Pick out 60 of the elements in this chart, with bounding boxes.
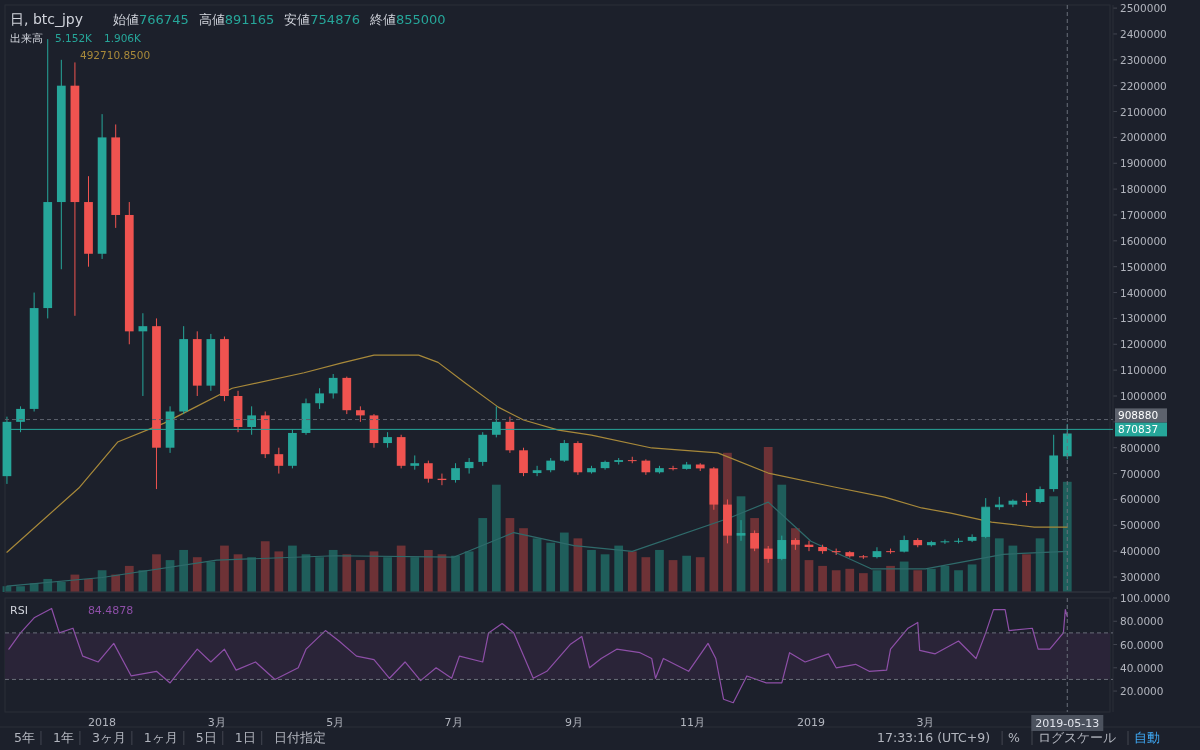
y-tick-label: 400000 <box>1120 545 1161 558</box>
y-tick-label: 600000 <box>1120 493 1161 506</box>
text: % <box>1008 730 1021 745</box>
text: 1ヶ月 <box>143 730 178 745</box>
y-tick-label: 2500000 <box>1120 2 1167 15</box>
y-tick-label: 1200000 <box>1120 338 1167 351</box>
y-tick-label: 60.0000 <box>1120 638 1164 651</box>
y-tick-label: 300000 <box>1120 571 1161 583</box>
y-tick-label: 1900000 <box>1120 157 1167 170</box>
y-tick-label: 2300000 <box>1120 53 1167 66</box>
y-tick-label: 1600000 <box>1120 234 1167 247</box>
ref-line-label: 870837 <box>1118 423 1159 436</box>
annotation: 84.4878 <box>87 604 134 617</box>
annotation: 終値855000 <box>368 12 446 27</box>
y-tick-label: 2000000 <box>1120 131 1167 144</box>
text: 1日 <box>234 730 256 745</box>
y-tick-label: 1800000 <box>1120 183 1167 196</box>
annotation: 安値754876 <box>284 12 360 27</box>
y-tick-label: 1300000 <box>1120 312 1167 325</box>
annotation: 高値891165 <box>198 12 275 27</box>
text: 1年 <box>52 730 74 745</box>
y-tick-label: 1700000 <box>1120 208 1167 221</box>
y-tick-label: 2400000 <box>1120 27 1167 40</box>
text: 自動 <box>1134 730 1160 745</box>
y-tick-label: 40.0000 <box>1120 661 1164 674</box>
y-tick-label: 1400000 <box>1120 286 1167 299</box>
x-tick-label: 3月 <box>207 716 226 729</box>
y-tick-label: 700000 <box>1120 467 1161 480</box>
y-tick-label: 1100000 <box>1120 364 1167 377</box>
text: ログスケール <box>1038 730 1116 745</box>
y-tick-label: 20.0000 <box>1120 685 1164 698</box>
text: 5日 <box>195 730 217 745</box>
x-tick-label: 2019 <box>796 716 825 729</box>
y-tick-label: 2100000 <box>1120 105 1167 118</box>
x-tick-label: 11月 <box>679 716 705 729</box>
ref-line-label: 2019-05-13 <box>1035 717 1100 730</box>
text: RSI <box>10 604 28 617</box>
y-tick-label: 500000 <box>1120 519 1161 532</box>
annotation: 5.152K <box>55 32 94 44</box>
text: 日付指定 <box>273 730 326 745</box>
chart-title: 日, btc_jpy <box>10 11 84 27</box>
x-tick-label: 2018 <box>88 716 117 729</box>
annotation: 始値766745 <box>113 12 189 27</box>
y-tick-label: 100.0000 <box>1120 592 1171 604</box>
y-tick-label: 800000 <box>1120 441 1161 454</box>
x-tick-label: 5月 <box>326 716 345 729</box>
annotation: 出来高 <box>10 32 43 44</box>
annotation: 1.906K <box>103 32 143 44</box>
y-tick-label: 80.0000 <box>1120 615 1164 628</box>
text: 17:33:16 (UTC+9) <box>877 730 991 745</box>
text: 5年 <box>14 730 35 745</box>
y-tick-label: 1000000 <box>1120 389 1167 402</box>
y-tick-label: 2200000 <box>1120 79 1167 92</box>
y-tick-label: 1500000 <box>1120 260 1167 273</box>
annotation: 492710.8500 <box>80 49 151 61</box>
text: 3ヶ月 <box>91 730 126 745</box>
x-tick-label: 3月 <box>916 716 935 729</box>
x-tick-label: 9月 <box>565 716 584 729</box>
ref-line-label: 908880 <box>1118 409 1159 422</box>
x-tick-label: 7月 <box>444 716 463 729</box>
